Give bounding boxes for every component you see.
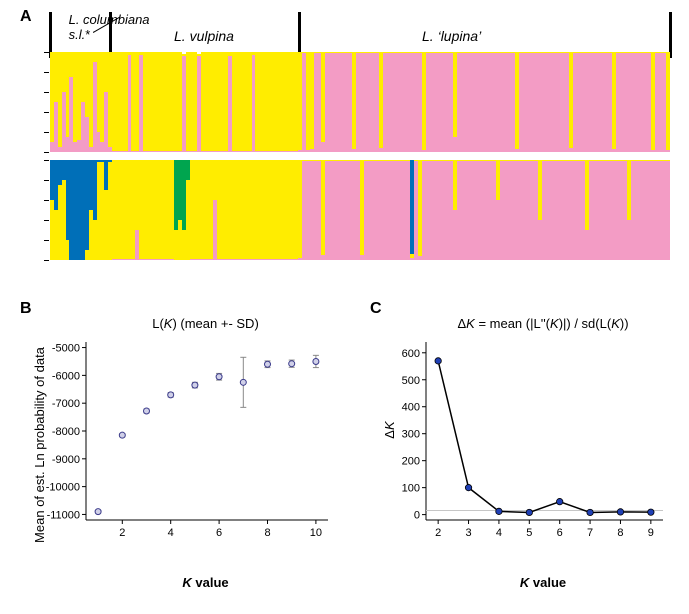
svg-text:2: 2 [435,527,441,539]
structure-bar [666,52,670,152]
structure-bottom-yticks [44,160,49,260]
svg-text:500: 500 [402,375,420,387]
svg-text:100: 100 [402,483,420,495]
svg-text:8: 8 [264,527,270,539]
panel-b-chart: L(K) (mean +- SD) -11000-10000-9000-8000… [78,320,333,550]
panel-b-svg: -11000-10000-9000-8000-7000-6000-5000246… [78,320,333,550]
structure-bar [666,160,670,260]
svg-text:2: 2 [119,527,125,539]
svg-text:-11000: -11000 [47,509,80,521]
svg-text:-10000: -10000 [46,482,80,494]
svg-text:9: 9 [648,527,654,539]
panel-b-ylabel: Mean of est. Ln probability of data [32,330,47,560]
svg-text:-5000: -5000 [52,343,80,355]
svg-text:-8000: -8000 [52,426,80,438]
svg-text:6: 6 [216,527,222,539]
panel-c-ylabel: ΔK [382,400,397,460]
group-label: L. vulpina [174,28,298,44]
panel-b-xlabel: K value [78,575,333,590]
panel-c-label: C [370,300,382,318]
svg-text:4: 4 [496,527,502,539]
group-label: L. ‘lupina’ [422,28,577,44]
svg-text:5: 5 [526,527,532,539]
svg-text:6: 6 [557,527,563,539]
group-label: L. columbiana s.l.* [69,12,162,42]
panel-a-structure [50,52,670,260]
panel-c-svg: 010020030040050060023456789 [418,320,668,550]
svg-text:3: 3 [465,527,471,539]
svg-text:-6000: -6000 [52,370,80,382]
panel-a-label: A [20,8,32,26]
svg-text:600: 600 [402,348,420,360]
svg-text:400: 400 [402,402,420,414]
panel-b-label: B [20,300,32,318]
svg-text:0: 0 [414,510,420,522]
structure-plot-top [50,52,670,152]
structure-top-yticks [44,52,49,152]
structure-plot-bottom [50,160,670,260]
svg-text:-9000: -9000 [52,454,80,466]
svg-text:-7000: -7000 [52,398,80,410]
svg-text:4: 4 [168,527,174,539]
panel-c-xlabel: K value [418,575,668,590]
svg-text:200: 200 [402,456,420,468]
panel-c-chart: ΔK = mean (|L''(K)|) / sd(L(K)) 01002003… [418,320,668,550]
svg-text:8: 8 [617,527,623,539]
group-labels: L. columbiana s.l.*L. vulpinaL. ‘lupina’ [50,18,670,48]
svg-text:10: 10 [310,527,322,539]
svg-text:300: 300 [402,429,420,441]
svg-text:7: 7 [587,527,593,539]
